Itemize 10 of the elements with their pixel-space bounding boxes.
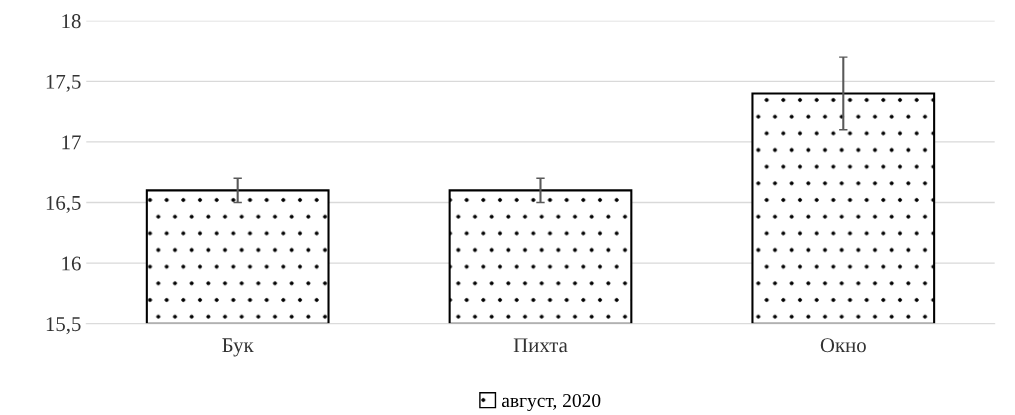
y-tick-label: 17,5 (46, 74, 81, 92)
x-tick-label: Пихта (513, 338, 568, 353)
y-tick-label: 18 (62, 14, 81, 29)
y-tick-label: 16 (62, 256, 81, 271)
x-tick-label: Окно (820, 338, 866, 353)
y-tick-label: 15,5 (46, 317, 81, 335)
y-tick-label: 16,5 (46, 195, 81, 213)
x-tick-label: Бук (222, 338, 254, 357)
y-tick-label: 17 (62, 135, 81, 150)
legend-label: август, 2020 (501, 393, 601, 412)
